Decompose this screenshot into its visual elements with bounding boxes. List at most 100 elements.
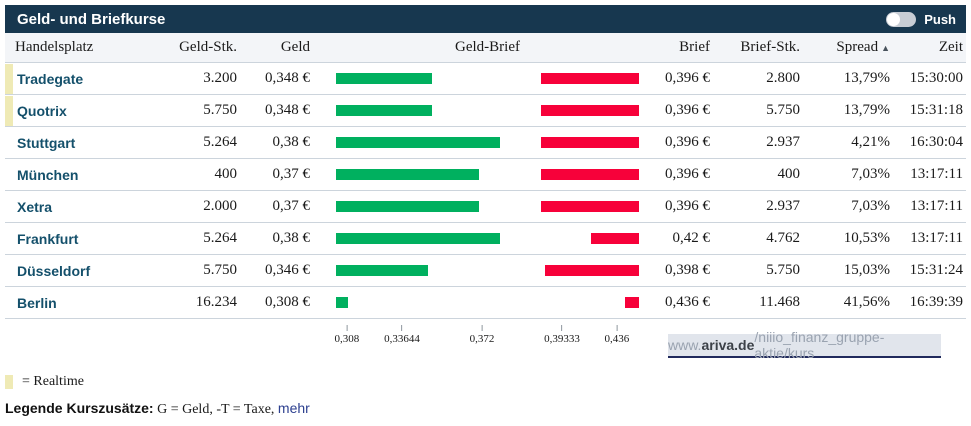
- axis-tick-mark: [616, 325, 618, 331]
- brief-value: 0,396 €: [665, 134, 710, 150]
- kurszusaetze-legend-text: G = Geld, -T = Taxe,: [153, 402, 278, 417]
- geld-brief-bar-cell: [310, 223, 640, 254]
- price-axis: 0,308 0,33644 0,372 0,39333 0,436: [335, 325, 639, 361]
- venue-name-link[interactable]: Quotrix: [17, 102, 67, 119]
- realtime-swatch: [5, 374, 13, 389]
- brief-value: 0,396 €: [665, 166, 710, 182]
- venue-name-link[interactable]: München: [17, 166, 79, 183]
- table-row: Berlin 16.234 0,308 € 0,436 € 11.468 41,…: [5, 286, 966, 318]
- zeit-value: 13:17:11: [910, 198, 963, 214]
- brief-bar: [591, 233, 639, 244]
- url-domain: ariva.de: [701, 337, 755, 353]
- geld-value: 0,348 €: [265, 102, 310, 118]
- url-path: /niiio_finanz_gruppe-aktie/kurs: [754, 329, 885, 361]
- geld-bar: [336, 73, 432, 84]
- brief-value: 0,42 €: [672, 230, 711, 246]
- axis-tick: 0,436: [604, 325, 630, 345]
- col-header-geld-stk[interactable]: Geld-Stk.: [179, 39, 237, 55]
- spread-value: 7,03%: [851, 166, 890, 182]
- realtime-legend-label: = Realtime: [22, 373, 84, 389]
- spread-value: 13,79%: [843, 102, 890, 118]
- brief-stk-value: 4.762: [766, 230, 800, 246]
- table-row: Düsseldorf 5.750 0,346 € 0,398 € 5.750 1…: [5, 254, 966, 286]
- venue-name-link[interactable]: Düsseldorf: [17, 262, 91, 279]
- geld-brief-bar-cell: [310, 63, 640, 94]
- push-toggle-label: Push: [924, 11, 956, 27]
- push-toggle[interactable]: [886, 11, 917, 27]
- zeit-value: 13:17:11: [910, 230, 963, 246]
- sort-asc-icon: ▲: [881, 43, 890, 53]
- axis-tick: 0,39333: [544, 325, 580, 345]
- brief-stk-value: 2.937: [766, 134, 800, 150]
- geld-bar: [336, 265, 428, 276]
- venue-name-link[interactable]: Tradegate: [17, 70, 84, 87]
- spread-value: 4,21%: [851, 134, 890, 150]
- mehr-link[interactable]: mehr: [277, 400, 310, 416]
- spread-value: 10,53%: [843, 230, 890, 246]
- axis-tick-label: 0,372: [469, 333, 495, 345]
- brief-stk-value: 5.750: [766, 102, 800, 118]
- spread-value: 13,79%: [843, 70, 890, 86]
- geld-stk-value: 5.264: [203, 134, 237, 150]
- geld-brief-bar-cell: [310, 255, 640, 286]
- col-header-geld[interactable]: Geld: [280, 39, 310, 55]
- push-control[interactable]: Push: [886, 11, 956, 27]
- brief-stk-value: 5.750: [766, 262, 800, 278]
- axis-tick-mark: [346, 325, 348, 331]
- zeit-value: 15:31:24: [909, 262, 963, 278]
- col-header-brief-stk[interactable]: Brief-Stk.: [740, 39, 800, 55]
- geld-stk-value: 3.200: [203, 70, 237, 86]
- geld-value: 0,38 €: [272, 230, 311, 246]
- geld-stk-value: 5.264: [203, 230, 237, 246]
- geld-value: 0,37 €: [272, 166, 311, 182]
- venue-name-link[interactable]: Xetra: [17, 198, 53, 215]
- col-header-zeit[interactable]: Zeit: [938, 39, 963, 55]
- realtime-indicator: [5, 64, 13, 94]
- price-axis-area: 0,308 0,33644 0,372 0,39333 0,436 www. ariva.…: [5, 318, 966, 365]
- source-url-link[interactable]: www. ariva.de/niiio_finanz_gruppe-aktie/k…: [668, 329, 941, 361]
- brief-stk-value: 2.800: [766, 70, 800, 86]
- spread-value: 15,03%: [843, 262, 890, 278]
- brief-stk-value: 2.937: [766, 198, 800, 214]
- zeit-value: 16:30:04: [909, 134, 963, 150]
- col-header-geld-brief[interactable]: Geld-Brief: [455, 39, 520, 55]
- geld-value: 0,346 €: [265, 262, 310, 278]
- venue-name-link[interactable]: Berlin: [17, 294, 57, 311]
- geld-brief-bar-cell: [310, 191, 640, 222]
- axis-tick-label: 0,33644: [384, 333, 420, 345]
- venue-name-link[interactable]: Stuttgart: [17, 134, 76, 151]
- venue-name-link[interactable]: Frankfurt: [17, 230, 79, 247]
- table-row: Quotrix 5.750 0,348 € 0,396 € 5.750 13,7…: [5, 94, 966, 126]
- realtime-legend: = Realtime: [5, 374, 966, 389]
- quotes-table-body: Tradegate 3.200 0,348 € 0,396 € 2.800 13…: [5, 62, 966, 318]
- geld-value: 0,37 €: [272, 198, 311, 214]
- geld-stk-value: 5.750: [203, 262, 237, 278]
- geld-bar: [336, 201, 479, 212]
- axis-tick-label: 0,39333: [544, 333, 580, 345]
- geld-bar: [336, 137, 500, 148]
- axis-tick: 0,372: [469, 325, 495, 345]
- table-row: Frankfurt 5.264 0,38 € 0,42 € 4.762 10,5…: [5, 222, 966, 254]
- axis-tick: 0,33644: [384, 325, 420, 345]
- col-header-spread[interactable]: Spread ▲: [800, 39, 890, 56]
- geld-value: 0,348 €: [265, 70, 310, 86]
- geld-stk-value: 400: [214, 166, 238, 182]
- geld-stk-value: 5.750: [203, 102, 237, 118]
- geld-value: 0,308 €: [265, 294, 310, 310]
- geld-bar: [336, 169, 479, 180]
- axis-tick-label: 0,436: [604, 333, 630, 345]
- push-toggle-knob: [887, 12, 901, 26]
- axis-tick-mark: [481, 325, 483, 331]
- zeit-value: 13:17:11: [910, 166, 963, 182]
- zeit-value: 15:31:18: [909, 102, 963, 118]
- url-prefix: www.: [668, 337, 702, 353]
- kurszusaetze-legend: Legende Kurszusätze: G = Geld, -T = Taxe…: [5, 400, 966, 418]
- col-header-brief[interactable]: Brief: [679, 39, 710, 55]
- axis-tick-mark: [401, 325, 403, 331]
- brief-stk-value: 11.468: [759, 294, 800, 310]
- axis-tick: 0,308: [335, 325, 359, 345]
- geld-stk-value: 2.000: [203, 198, 237, 214]
- table-row: Xetra 2.000 0,37 € 0,396 € 2.937 7,03% 1…: [5, 190, 966, 222]
- col-header-handelsplatz[interactable]: Handelsplatz: [15, 39, 94, 55]
- widget-titlebar: Geld- und Briefkurse Push: [5, 5, 966, 33]
